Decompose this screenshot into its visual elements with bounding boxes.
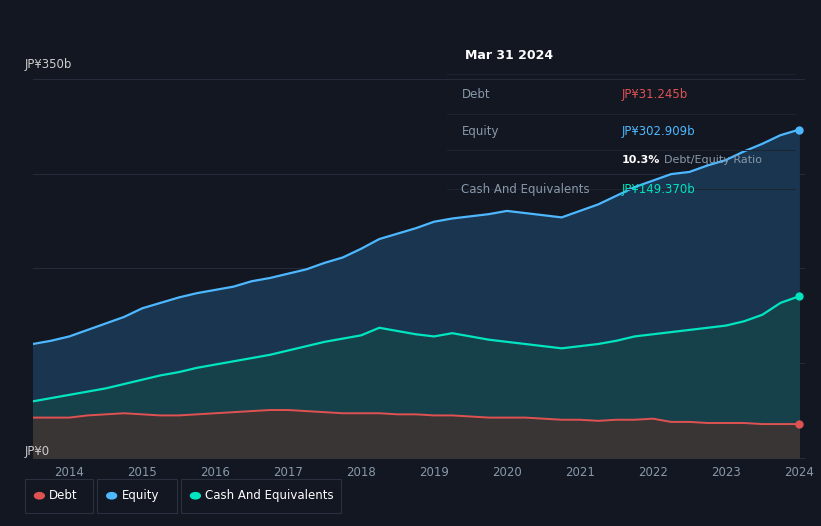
Text: JP¥0: JP¥0 — [25, 444, 50, 458]
Text: Debt: Debt — [461, 88, 490, 100]
Text: Cash And Equivalents: Cash And Equivalents — [461, 183, 590, 196]
Text: JP¥302.909b: JP¥302.909b — [622, 125, 695, 138]
Text: Equity: Equity — [461, 125, 499, 138]
Text: Debt/Equity Ratio: Debt/Equity Ratio — [664, 155, 762, 165]
Text: Equity: Equity — [122, 489, 159, 502]
Text: Cash And Equivalents: Cash And Equivalents — [205, 489, 334, 502]
Text: Mar 31 2024: Mar 31 2024 — [465, 49, 553, 63]
Text: JP¥31.245b: JP¥31.245b — [622, 88, 688, 100]
Text: Debt: Debt — [49, 489, 78, 502]
Text: JP¥149.370b: JP¥149.370b — [622, 183, 695, 196]
Text: 10.3%: 10.3% — [622, 155, 660, 165]
Text: JP¥350b: JP¥350b — [25, 58, 72, 72]
